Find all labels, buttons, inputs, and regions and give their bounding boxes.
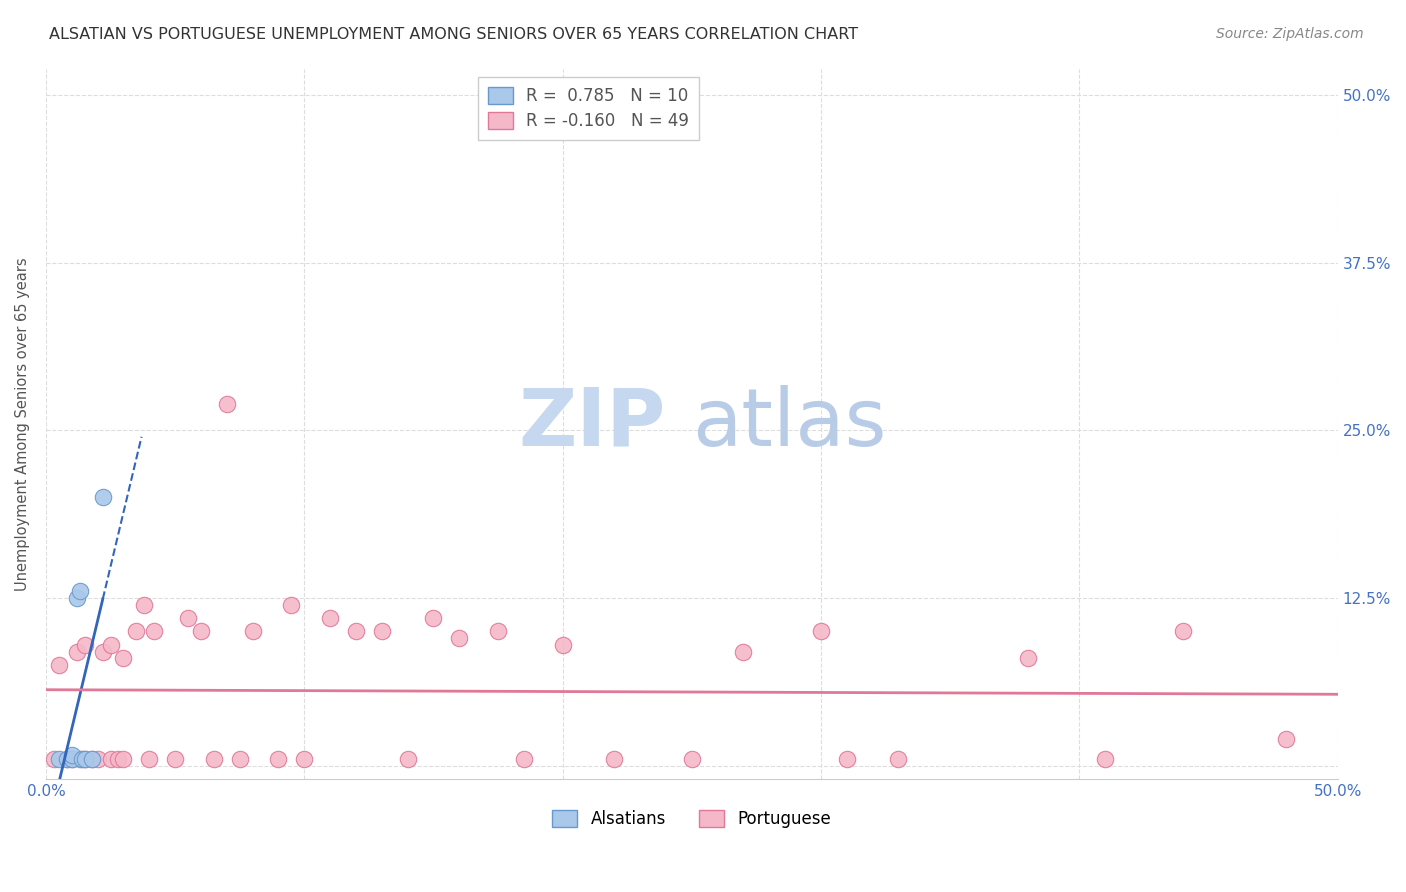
Point (66, 591, 89, 605)
Point (228, 752, 250, 766)
Text: ALSATIAN VS PORTUGUESE UNEMPLOYMENT AMONG SENIORS OVER 65 YEARS CORRELATION CHAR: ALSATIAN VS PORTUGUESE UNEMPLOYMENT AMON… (49, 27, 858, 42)
Point (82, 752, 104, 766)
Point (60, 747, 83, 762)
Point (242, 624, 264, 639)
Point (73, 752, 96, 766)
Point (125, 624, 148, 639)
Point (82, 752, 104, 766)
Point (143, 624, 166, 639)
Point (86, 752, 108, 766)
Point (134, 598, 156, 612)
Point (1017, 651, 1039, 665)
Point (100, 638, 122, 652)
Point (422, 611, 444, 625)
Point (107, 752, 129, 766)
Point (1275, 731, 1298, 746)
Text: atlas: atlas (692, 384, 886, 463)
Point (319, 611, 342, 625)
Point (887, 752, 910, 766)
Point (73, 638, 96, 652)
Point (371, 624, 394, 639)
Point (396, 752, 419, 766)
Point (344, 624, 367, 639)
Point (55, 752, 77, 766)
Point (112, 651, 135, 665)
Point (267, 752, 290, 766)
Point (91, 644, 114, 658)
Point (73, 752, 96, 766)
Point (1171, 624, 1194, 639)
Point (551, 638, 574, 652)
Point (48, 752, 70, 766)
Point (449, 631, 471, 645)
Point (486, 624, 509, 639)
Point (91, 491, 114, 505)
Point (215, 396, 238, 410)
Point (603, 752, 626, 766)
Point (100, 752, 122, 766)
Point (177, 611, 200, 625)
Point (810, 624, 832, 639)
Point (681, 752, 703, 766)
Point (835, 752, 858, 766)
Point (190, 624, 212, 639)
Point (202, 752, 225, 766)
Point (733, 644, 755, 658)
Point (513, 752, 536, 766)
Point (42, 752, 65, 766)
Point (66, 644, 89, 658)
Point (138, 752, 160, 766)
Point (60, 752, 83, 766)
Point (292, 752, 315, 766)
Point (69, 584, 91, 599)
Point (1094, 752, 1116, 766)
Text: ZIP: ZIP (519, 384, 666, 463)
Point (48, 658, 70, 673)
Point (55, 752, 77, 766)
Point (60, 752, 83, 766)
Point (280, 598, 302, 612)
Y-axis label: Unemployment Among Seniors over 65 years: Unemployment Among Seniors over 65 years (15, 257, 30, 591)
Legend: Alsatians, Portuguese: Alsatians, Portuguese (546, 803, 838, 835)
Point (70, 752, 93, 766)
Text: Source: ZipAtlas.com: Source: ZipAtlas.com (1216, 27, 1364, 41)
Point (112, 752, 135, 766)
Point (165, 752, 187, 766)
Point (69, 752, 91, 766)
